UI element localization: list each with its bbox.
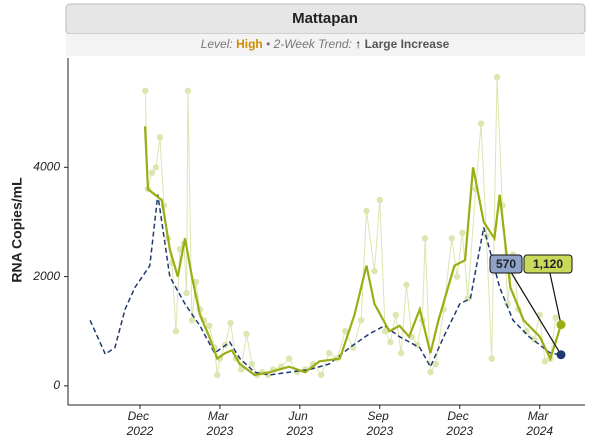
sample-point — [448, 235, 455, 242]
trend-line — [143, 126, 563, 377]
sample-point — [148, 169, 156, 176]
x-tick-label: Dec 2022 — [126, 409, 154, 435]
sample-point — [183, 289, 190, 297]
sample-point — [363, 207, 370, 215]
sample-point — [403, 281, 410, 288]
sample-point — [248, 360, 256, 368]
sample-point — [387, 338, 394, 346]
x-tick-label: Mar 2024 — [525, 409, 553, 435]
sample-point — [493, 73, 501, 81]
sample-point — [453, 273, 461, 280]
sample-point — [531, 336, 538, 343]
x-tick-label: Sep 2023 — [365, 409, 393, 435]
trend-arrow: ↑ — [355, 37, 361, 51]
label-box — [489, 254, 523, 274]
sample-point — [285, 355, 293, 362]
sample-point — [206, 322, 213, 329]
label-leader — [505, 263, 562, 356]
sample-point — [357, 317, 365, 324]
sample-point — [459, 229, 466, 237]
sample-point — [371, 267, 378, 275]
x-tick-label: Mar 2023 — [206, 409, 234, 435]
label-leader — [547, 263, 562, 325]
sample-point — [427, 369, 434, 376]
end-point — [556, 350, 566, 360]
dashed-trend-line — [89, 194, 562, 376]
sample-point — [188, 317, 196, 324]
separator: • — [266, 37, 270, 51]
trend-label: 2-Week Trend: — [273, 37, 352, 51]
y-tick-label: 2000 — [32, 269, 60, 283]
level: High — [236, 37, 263, 51]
x-tick-label: Dec 2023 — [445, 409, 473, 435]
y-tick-label: 4000 — [33, 159, 60, 173]
y-axis-label: RNA Copies/mL — [9, 177, 25, 283]
sample-point — [397, 349, 405, 357]
sample-point — [238, 366, 245, 373]
x-tick-label: Jun 2023 — [285, 409, 313, 435]
sample-point — [156, 134, 164, 141]
sample-point — [152, 164, 160, 171]
end-point — [556, 320, 566, 330]
sample-point — [552, 314, 559, 321]
sample-point — [317, 371, 325, 379]
sample-point — [184, 87, 192, 94]
sample-point — [325, 349, 333, 357]
sample-point — [142, 87, 149, 94]
chart-title: Mattapan — [292, 10, 358, 27]
label-box — [523, 254, 573, 274]
sample-point — [341, 328, 349, 335]
sample-point — [392, 311, 399, 319]
sample-point — [172, 328, 180, 335]
sample-point — [432, 360, 439, 368]
sample-point — [477, 120, 485, 127]
sample-point — [421, 235, 429, 242]
sample-point — [214, 371, 221, 379]
sample-point — [376, 196, 383, 204]
trend: Large Increase — [365, 37, 450, 51]
sample-point — [243, 330, 250, 338]
sample-point — [541, 358, 549, 365]
end-label: 1,120 — [533, 257, 563, 271]
sample-point — [381, 328, 389, 335]
point-connector — [144, 77, 557, 376]
level-label: Level: — [201, 37, 233, 51]
subtitle-strip — [66, 34, 585, 56]
sample-point — [504, 300, 511, 308]
chart-subtitle: Level: High • 2-Week Trend: ↑ Large Incr… — [201, 37, 450, 51]
sample-point — [227, 319, 234, 327]
sample-point — [413, 341, 421, 349]
end-label: 570 — [496, 257, 516, 271]
y-tick-label: 0 — [53, 378, 60, 392]
sample-point — [488, 355, 495, 362]
